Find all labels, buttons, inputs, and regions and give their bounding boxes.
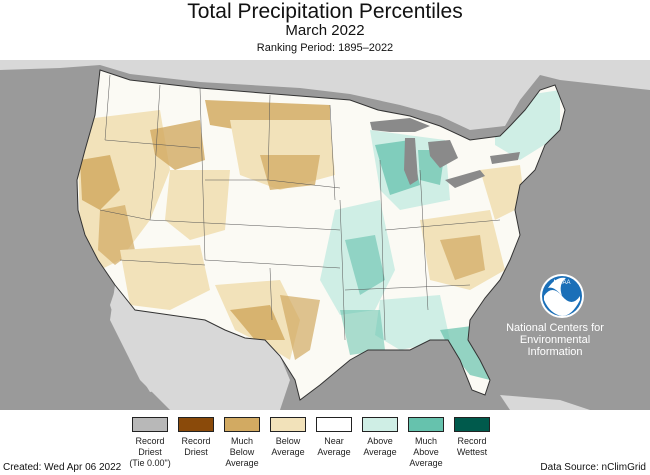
legend: Record Driest (Tie 0.00") Record Driest Mu…: [127, 417, 527, 473]
map-title: Total Precipitation Percentiles: [187, 0, 463, 23]
great-lakes: [370, 118, 520, 188]
legend-item: Much Below Average: [219, 417, 265, 469]
legend-item: Below Average: [265, 417, 311, 458]
legend-label: Record Driest (Tie 0.00"): [129, 436, 171, 468]
legend-swatch: [316, 417, 352, 432]
legend-item: Above Average: [357, 417, 403, 458]
ncei-label: National Centers for Environmental Infor…: [506, 322, 604, 358]
legend-swatch: [408, 417, 444, 432]
legend-swatch: [454, 417, 490, 432]
lake-superior: [370, 118, 430, 132]
legend-item: Record Driest: [173, 417, 219, 458]
legend-label: Much Above Average: [409, 436, 443, 468]
precip-regions: [77, 90, 560, 380]
legend-item: Near Average: [311, 417, 357, 458]
legend-item: Record Wettest: [449, 417, 495, 458]
lake-huron: [428, 140, 458, 168]
ranking-period: Ranking Period: 1895–2022: [256, 42, 394, 54]
legend-label: Record Wettest: [456, 436, 488, 457]
lake-ontario: [490, 152, 520, 164]
legend-swatch: [270, 417, 306, 432]
state-boundaries: [99, 74, 501, 341]
baja-peninsula: [110, 290, 160, 392]
map-subtitle: March 2022: [285, 22, 365, 39]
lake-erie: [445, 170, 485, 188]
legend-label: Record Driest: [181, 436, 211, 457]
legend-item: Record Driest (Tie 0.00"): [127, 417, 173, 469]
legend-swatch: [224, 417, 260, 432]
lake-michigan: [404, 138, 418, 185]
legend-label: Near Average: [317, 436, 351, 457]
precipitation-map: NOAA: [0, 60, 650, 410]
legend-label: Below Average: [271, 436, 305, 457]
data-source: Data Source: nClimGrid: [540, 462, 646, 473]
legend-label: Much Below Average: [225, 436, 259, 468]
legend-item: Much Above Average: [403, 417, 449, 469]
noaa-logo-text: NOAA: [553, 280, 570, 286]
legend-label: Above Average: [363, 436, 397, 457]
legend-swatch: [132, 417, 168, 432]
noaa-logo: NOAA: [540, 274, 584, 318]
legend-swatch: [362, 417, 398, 432]
canada-landmass: [0, 60, 650, 130]
created-date: Created: Wed Apr 06 2022: [3, 462, 122, 473]
cuba-landmass: [500, 395, 590, 410]
legend-swatch: [178, 417, 214, 432]
